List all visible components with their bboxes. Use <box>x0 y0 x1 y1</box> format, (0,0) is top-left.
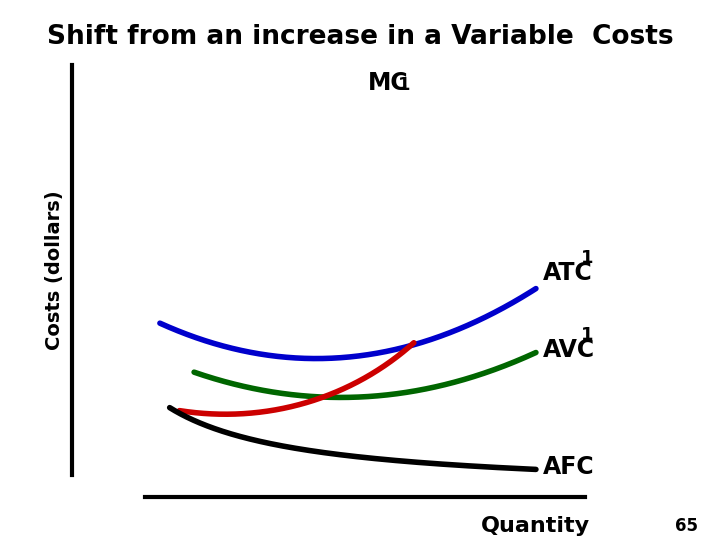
Text: ATC: ATC <box>544 261 593 286</box>
Text: Shift from an increase in a Variable  Costs: Shift from an increase in a Variable Cos… <box>47 24 673 50</box>
Text: 65: 65 <box>675 517 698 535</box>
Text: AVC: AVC <box>544 339 595 362</box>
Text: 1: 1 <box>581 326 594 344</box>
Text: MC: MC <box>367 71 408 95</box>
Y-axis label: Costs (dollars): Costs (dollars) <box>45 190 63 350</box>
Text: 1: 1 <box>581 249 594 267</box>
Text: 1: 1 <box>397 76 410 93</box>
Text: AFC: AFC <box>544 455 595 480</box>
Text: Quantity: Quantity <box>482 516 590 536</box>
